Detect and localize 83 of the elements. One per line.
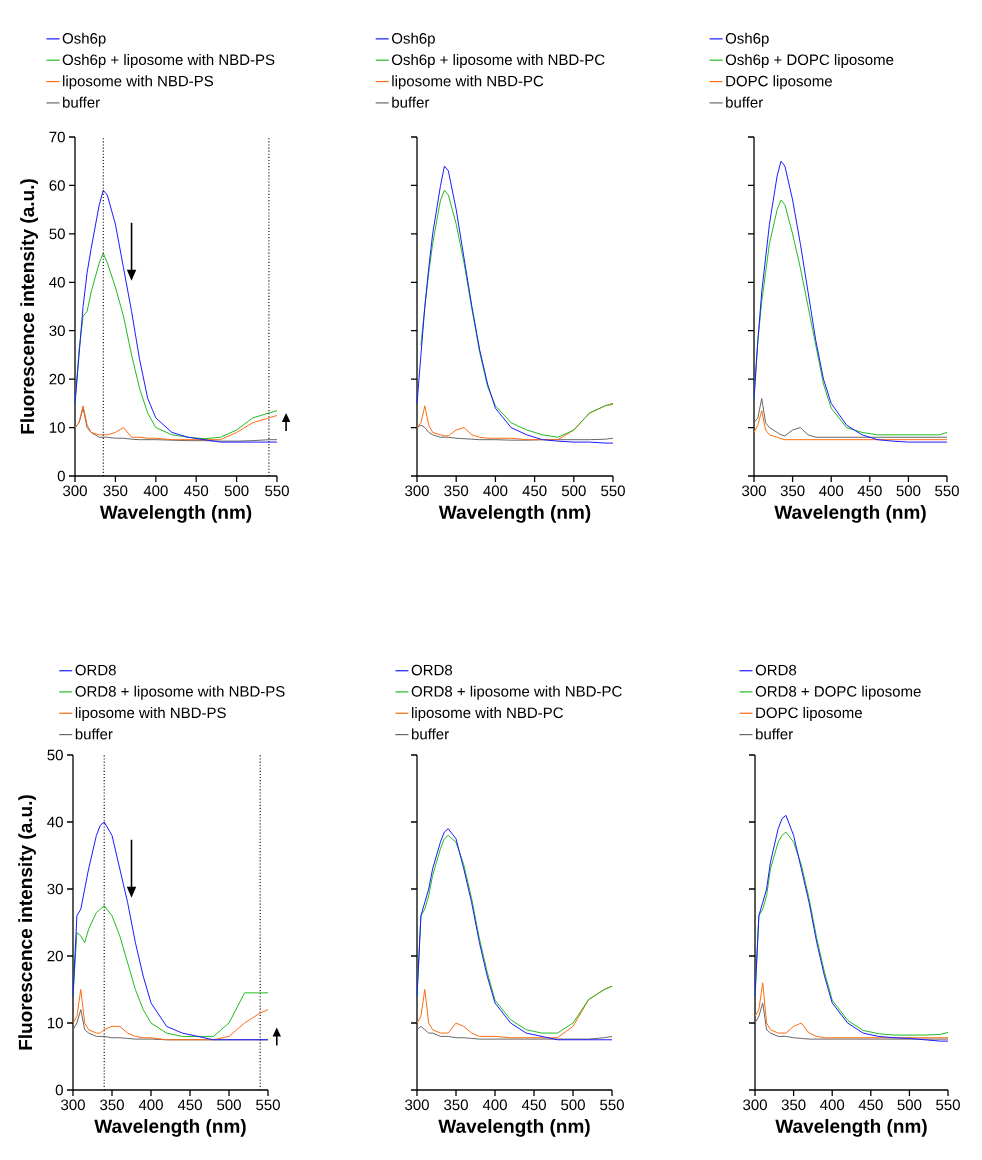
legend-label: DOPC liposome [756,707,862,722]
y-tick-label: 10 [47,1017,63,1029]
y-tick-label: 30 [47,883,63,895]
y-tick-label: 20 [47,950,63,962]
x-tick-label: 300 [61,1099,85,1111]
x-axis-title: Wavelength (nm) [774,504,926,523]
legend-label: ORD8 [75,664,116,676]
x-tick-label: 350 [444,1099,468,1111]
legend-label: Osh6p + DOPC liposome [725,54,894,68]
x-tick-label: 300 [63,485,87,497]
legend-label: buffer [726,96,763,108]
legend-label: ORD8 [411,664,453,676]
x-tick-label: 350 [444,485,469,497]
x-tick-label: 550 [601,485,625,497]
y-tick-label: 30 [49,325,65,337]
x-tick-label: 450 [857,485,882,497]
x-tick-label: 500 [224,485,249,497]
y-tick-label: 20 [49,373,65,385]
legend-label: Osh6p [725,32,769,47]
x-tick-label: 400 [138,1099,163,1111]
x-tick-label: 300 [405,1099,429,1111]
legend-label: Osh6p + liposome with NBD-PS [62,54,275,68]
legend-label: liposome with NBD-PS [63,75,214,90]
legend-label: ORD8 + DOPC liposome [755,685,921,700]
x-tick-label: 400 [483,485,508,497]
y-axis-title: Fluorescence intensity (a.u.) [20,179,38,434]
x-tick-label: 450 [184,485,209,497]
x-tick-label: 300 [742,485,766,497]
x-tick-label: 400 [143,485,168,497]
legend-label: DOPC liposome [726,75,832,90]
legend-label: liposome with NBD-PC [412,707,563,722]
x-axis-title: Wavelength (nm) [438,504,591,523]
y-axis-title: Fluorescence intensity (a.u.) [18,795,36,1050]
x-axis-title: Wavelength (nm) [775,1119,927,1137]
x-tick-label: 550 [935,485,959,497]
x-tick-label: 450 [177,1099,202,1111]
x-tick-label: 500 [561,1099,585,1111]
legend-label: liposome with NBD-PC [392,75,544,90]
y-tick-label: 10 [49,422,65,433]
legend-label: ORD8 [755,664,797,676]
x-tick-label: 550 [936,1099,960,1111]
x-axis-title: Wavelength (nm) [99,504,252,523]
line-series [74,252,278,440]
x-tick-label: 550 [265,485,289,497]
x-tick-label: 550 [600,1099,624,1111]
y-tick-label: 50 [47,749,63,761]
x-axis-title: Wavelength (nm) [438,1119,590,1137]
legend-label: buffer [412,728,449,740]
x-tick-label: 500 [897,1099,922,1111]
legend-label: Osh6p [62,32,106,47]
legend-label: buffer [75,728,113,740]
x-tick-label: 450 [858,1099,883,1111]
y-tick-label: 0 [55,1084,63,1096]
legend-label: Osh6p [392,32,435,47]
x-tick-label: 500 [896,485,921,497]
x-tick-label: 350 [103,485,128,497]
legend-label: ORD8 + liposome with NBD-PC [411,685,622,700]
x-tick-label: 550 [256,1099,280,1111]
x-tick-label: 400 [482,1099,507,1111]
x-tick-label: 450 [521,1099,546,1111]
legend-label: buffer [392,96,430,108]
legend-label: ORD8 + liposome with NBD-PS [75,685,285,700]
y-tick-label: 0 [57,470,65,482]
x-tick-label: 350 [100,1099,124,1111]
legend-label: buffer [756,728,793,740]
legend-label: liposome with NBD-PS [75,707,226,722]
x-tick-label: 400 [820,1099,845,1111]
x-tick-label: 300 [405,485,429,497]
y-tick-label: 40 [47,816,63,828]
x-tick-label: 350 [780,485,805,497]
x-tick-label: 350 [781,1099,806,1111]
x-axis-title: Wavelength (nm) [94,1119,246,1137]
x-tick-label: 400 [819,485,844,497]
legend-label: buffer [63,96,100,108]
x-tick-label: 450 [522,485,547,497]
x-tick-label: 500 [217,1099,241,1111]
y-tick-label: 40 [49,276,65,288]
y-tick-label: 50 [49,228,65,240]
x-tick-label: 500 [561,485,586,497]
y-tick-label: 60 [49,180,65,191]
y-tick-label: 70 [49,131,65,143]
legend-label: Osh6p + liposome with NBD-PC [392,54,605,68]
x-tick-label: 300 [743,1099,767,1111]
